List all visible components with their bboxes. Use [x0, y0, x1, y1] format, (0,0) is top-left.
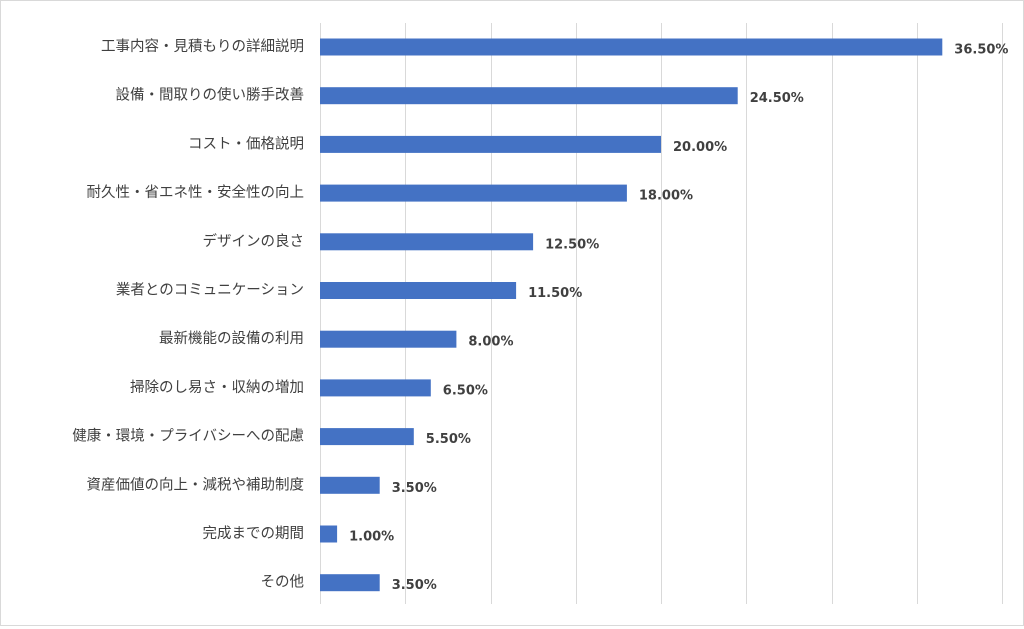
value-label: 1.00% — [349, 530, 394, 545]
bar — [320, 233, 534, 251]
category-label: 耐久性・省エネ性・安全性の向上 — [87, 183, 305, 201]
value-label: 5.50% — [426, 432, 471, 447]
bar — [320, 330, 457, 348]
category-label: 掃除のし易さ・収納の増加 — [130, 378, 304, 396]
category-labels: 工事内容・見積もりの詳細説明設備・間取りの使い勝手改善コスト・価格説明耐久性・省… — [72, 38, 304, 591]
category-label: 資産価値の向上・減税や補助制度 — [87, 476, 305, 493]
value-label: 20.00% — [673, 140, 727, 155]
bar — [320, 87, 738, 105]
category-label: 工事内容・見積もりの詳細説明 — [101, 38, 304, 55]
category-label: デザインの良さ — [203, 232, 305, 250]
category-label: 健康・環境・プライバシーへの配慮 — [72, 427, 304, 445]
bar — [320, 476, 380, 494]
value-label: 36.50% — [954, 43, 1008, 58]
bars — [320, 38, 943, 592]
value-label: 3.50% — [392, 578, 437, 593]
value-label: 3.50% — [392, 481, 437, 496]
value-label: 24.50% — [750, 91, 804, 106]
category-label: 設備・間取りの使い勝手改善 — [116, 87, 305, 104]
value-labels: 36.50% 24.50% 20.00% 18.00% 12.50% 11.50% 8.00… — [349, 43, 1008, 594]
bar — [320, 38, 943, 56]
bar — [320, 428, 414, 446]
category-label: 最新機能の設備の利用 — [159, 330, 304, 347]
gridlines — [320, 23, 1003, 604]
bar — [320, 184, 627, 202]
value-label: 12.50% — [545, 237, 599, 252]
bar — [320, 574, 380, 592]
bar — [320, 282, 517, 299]
value-label: 11.50% — [528, 286, 582, 301]
value-label: 18.00% — [639, 189, 693, 204]
category-label: 完成までの期間 — [203, 525, 305, 542]
bar — [320, 135, 661, 153]
bar — [320, 525, 338, 543]
category-label: その他 — [261, 574, 305, 591]
category-label: コスト・価格説明 — [188, 135, 304, 152]
bar — [320, 379, 431, 397]
value-label: 8.00% — [468, 335, 513, 350]
category-label: 業者とのコミュニケーション — [116, 282, 304, 299]
value-label: 6.50% — [443, 383, 488, 398]
